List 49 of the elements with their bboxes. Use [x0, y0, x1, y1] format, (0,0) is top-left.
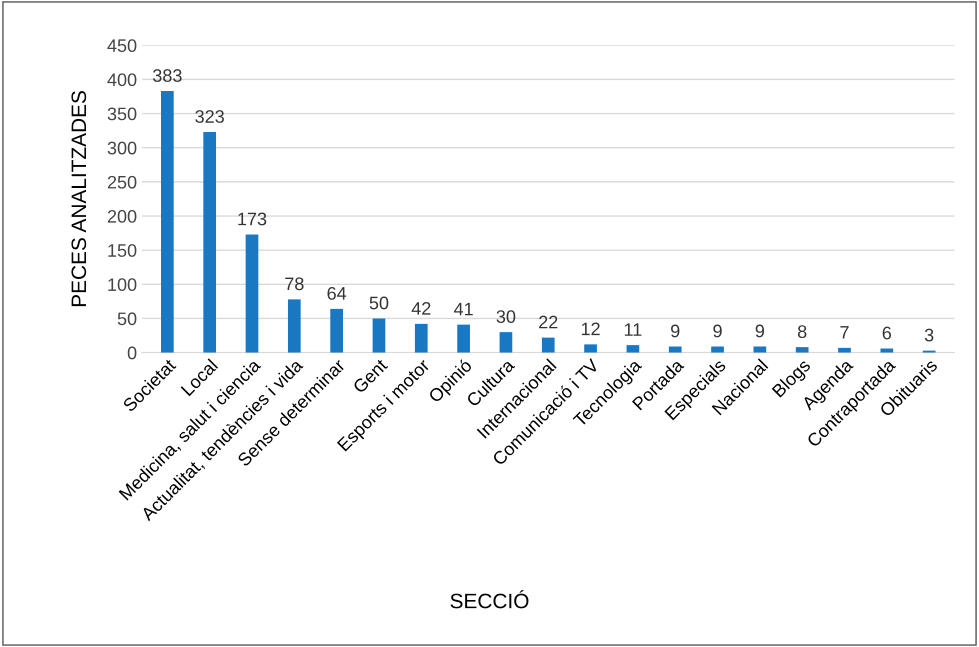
- bar: [457, 324, 470, 353]
- data-label: 78: [285, 277, 304, 290]
- y-tick-label: 0: [128, 346, 136, 360]
- y-tick-label: 200: [108, 210, 136, 223]
- data-label: 8: [798, 325, 806, 338]
- bar: [754, 346, 766, 353]
- bar: [668, 346, 682, 353]
- bar: [246, 234, 258, 353]
- y-axis-title: PECES ANALITZADES: [71, 91, 86, 306]
- data-label: 173: [238, 212, 266, 226]
- y-tick-label: 450: [107, 39, 136, 52]
- data-label: 9: [671, 324, 680, 338]
- bar: [161, 91, 174, 353]
- y-tick-label: 300: [108, 142, 136, 154]
- bar: [330, 308, 343, 353]
- data-label: 22: [539, 316, 558, 328]
- y-tick-label: 250: [108, 176, 136, 189]
- data-label: 42: [412, 302, 430, 315]
- bar: [500, 332, 512, 353]
- data-label: 3: [924, 328, 934, 342]
- bar: [372, 318, 386, 353]
- data-label: 12: [582, 322, 600, 336]
- bar: [203, 132, 216, 353]
- data-label: 64: [328, 286, 346, 300]
- bar: [796, 347, 809, 353]
- data-label: 41: [454, 302, 473, 316]
- bar: [626, 345, 640, 353]
- bar: [838, 348, 851, 353]
- data-label: 11: [624, 323, 642, 336]
- data-label: 6: [882, 326, 892, 340]
- data-label: 383: [152, 69, 182, 82]
- bar: [542, 338, 555, 353]
- y-tick-label: 350: [108, 108, 136, 120]
- y-tick-label: 100: [108, 278, 136, 292]
- y-tick-label: 150: [108, 244, 136, 257]
- bar: [414, 324, 428, 353]
- x-axis-title: SECCIÓ: [450, 590, 528, 608]
- data-label: 9: [713, 324, 722, 338]
- bar: [584, 344, 597, 353]
- y-tick-label: 50: [118, 312, 136, 326]
- data-label: 323: [195, 110, 224, 123]
- data-label: 50: [370, 296, 388, 310]
- bar: [711, 346, 724, 353]
- data-label: 9: [756, 324, 764, 338]
- bar: [880, 348, 894, 353]
- data-label: 7: [840, 326, 849, 339]
- y-tick-label: 400: [107, 73, 136, 86]
- data-label: 30: [496, 310, 516, 323]
- bar: [288, 299, 301, 353]
